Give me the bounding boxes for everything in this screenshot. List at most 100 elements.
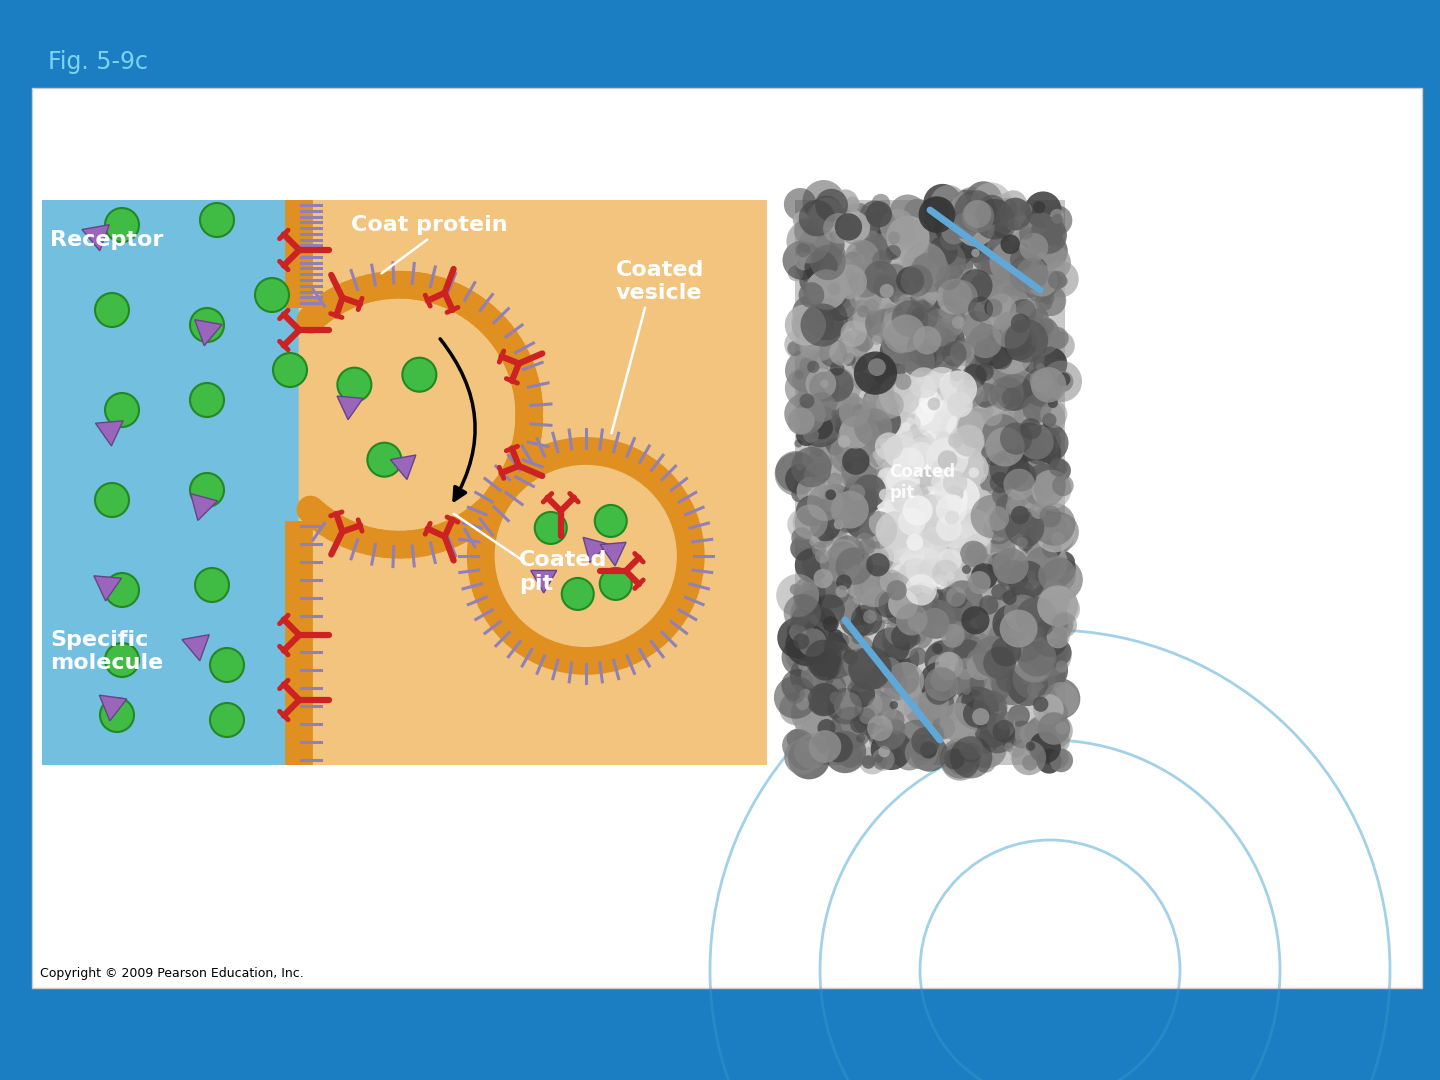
Circle shape bbox=[966, 638, 1001, 672]
Circle shape bbox=[1007, 625, 1043, 662]
Circle shape bbox=[1014, 546, 1053, 585]
Circle shape bbox=[1020, 233, 1048, 261]
Circle shape bbox=[1037, 435, 1054, 453]
Circle shape bbox=[1012, 242, 1028, 258]
Circle shape bbox=[1038, 714, 1073, 748]
Circle shape bbox=[883, 330, 903, 351]
Circle shape bbox=[1012, 613, 1032, 634]
Circle shape bbox=[796, 496, 827, 526]
Circle shape bbox=[913, 326, 942, 354]
Circle shape bbox=[798, 292, 837, 330]
Circle shape bbox=[1056, 608, 1073, 625]
Circle shape bbox=[969, 629, 1007, 666]
Circle shape bbox=[878, 422, 913, 457]
Circle shape bbox=[840, 733, 851, 745]
Circle shape bbox=[937, 663, 950, 677]
Circle shape bbox=[1008, 447, 1020, 459]
Circle shape bbox=[949, 373, 965, 388]
Circle shape bbox=[1025, 393, 1035, 404]
Circle shape bbox=[950, 341, 975, 366]
Circle shape bbox=[978, 627, 1002, 653]
Circle shape bbox=[793, 584, 819, 610]
Circle shape bbox=[940, 228, 963, 251]
Circle shape bbox=[891, 300, 929, 337]
Circle shape bbox=[953, 190, 981, 217]
Circle shape bbox=[907, 442, 936, 470]
Circle shape bbox=[991, 332, 1032, 375]
Circle shape bbox=[1020, 665, 1028, 674]
Circle shape bbox=[1034, 586, 1058, 611]
Circle shape bbox=[923, 445, 932, 455]
Circle shape bbox=[991, 584, 1007, 599]
Circle shape bbox=[854, 408, 893, 446]
Circle shape bbox=[1034, 713, 1050, 728]
Circle shape bbox=[950, 737, 992, 779]
Circle shape bbox=[818, 719, 835, 737]
Circle shape bbox=[786, 729, 808, 750]
Circle shape bbox=[829, 707, 873, 750]
Circle shape bbox=[937, 279, 972, 314]
Circle shape bbox=[1053, 471, 1063, 482]
Circle shape bbox=[1031, 470, 1071, 510]
Circle shape bbox=[855, 733, 865, 743]
Circle shape bbox=[876, 432, 903, 460]
Circle shape bbox=[884, 618, 913, 646]
Circle shape bbox=[955, 318, 965, 328]
Circle shape bbox=[950, 339, 972, 361]
Circle shape bbox=[896, 276, 904, 285]
Circle shape bbox=[873, 423, 888, 440]
Circle shape bbox=[894, 370, 937, 414]
Circle shape bbox=[1021, 526, 1053, 557]
Circle shape bbox=[190, 383, 225, 417]
Circle shape bbox=[785, 623, 828, 666]
Circle shape bbox=[962, 606, 989, 634]
Circle shape bbox=[948, 482, 966, 499]
Circle shape bbox=[874, 594, 884, 605]
Circle shape bbox=[913, 256, 932, 274]
Circle shape bbox=[873, 251, 891, 270]
Circle shape bbox=[1040, 558, 1083, 602]
Circle shape bbox=[942, 219, 966, 244]
Circle shape bbox=[828, 596, 855, 624]
Circle shape bbox=[873, 717, 906, 750]
Circle shape bbox=[971, 231, 1014, 274]
Circle shape bbox=[936, 431, 952, 446]
Circle shape bbox=[910, 338, 932, 360]
Circle shape bbox=[986, 596, 1001, 611]
Circle shape bbox=[906, 300, 937, 333]
Circle shape bbox=[863, 701, 874, 713]
Circle shape bbox=[834, 434, 868, 468]
Circle shape bbox=[923, 184, 962, 222]
Circle shape bbox=[860, 586, 896, 621]
Circle shape bbox=[1009, 471, 1027, 488]
Circle shape bbox=[942, 606, 971, 634]
Circle shape bbox=[942, 523, 968, 549]
Circle shape bbox=[1020, 724, 1038, 743]
Circle shape bbox=[844, 564, 877, 597]
Circle shape bbox=[988, 645, 1001, 658]
Circle shape bbox=[960, 731, 994, 765]
Circle shape bbox=[799, 405, 841, 447]
Circle shape bbox=[821, 427, 837, 442]
Circle shape bbox=[1045, 729, 1070, 753]
Circle shape bbox=[884, 596, 913, 624]
Circle shape bbox=[873, 627, 910, 665]
Circle shape bbox=[924, 640, 963, 679]
Circle shape bbox=[897, 495, 936, 532]
Circle shape bbox=[815, 189, 848, 221]
Circle shape bbox=[1017, 322, 1044, 349]
Circle shape bbox=[919, 680, 943, 705]
Circle shape bbox=[971, 274, 994, 297]
Circle shape bbox=[887, 314, 924, 352]
Circle shape bbox=[878, 659, 906, 686]
Circle shape bbox=[792, 311, 822, 341]
Circle shape bbox=[897, 719, 936, 758]
Circle shape bbox=[1035, 285, 1066, 316]
Circle shape bbox=[867, 715, 893, 741]
Circle shape bbox=[1008, 704, 1030, 727]
Circle shape bbox=[965, 688, 999, 724]
Circle shape bbox=[975, 329, 1015, 369]
Circle shape bbox=[913, 546, 922, 556]
Circle shape bbox=[971, 183, 1012, 224]
Circle shape bbox=[1056, 661, 1068, 673]
